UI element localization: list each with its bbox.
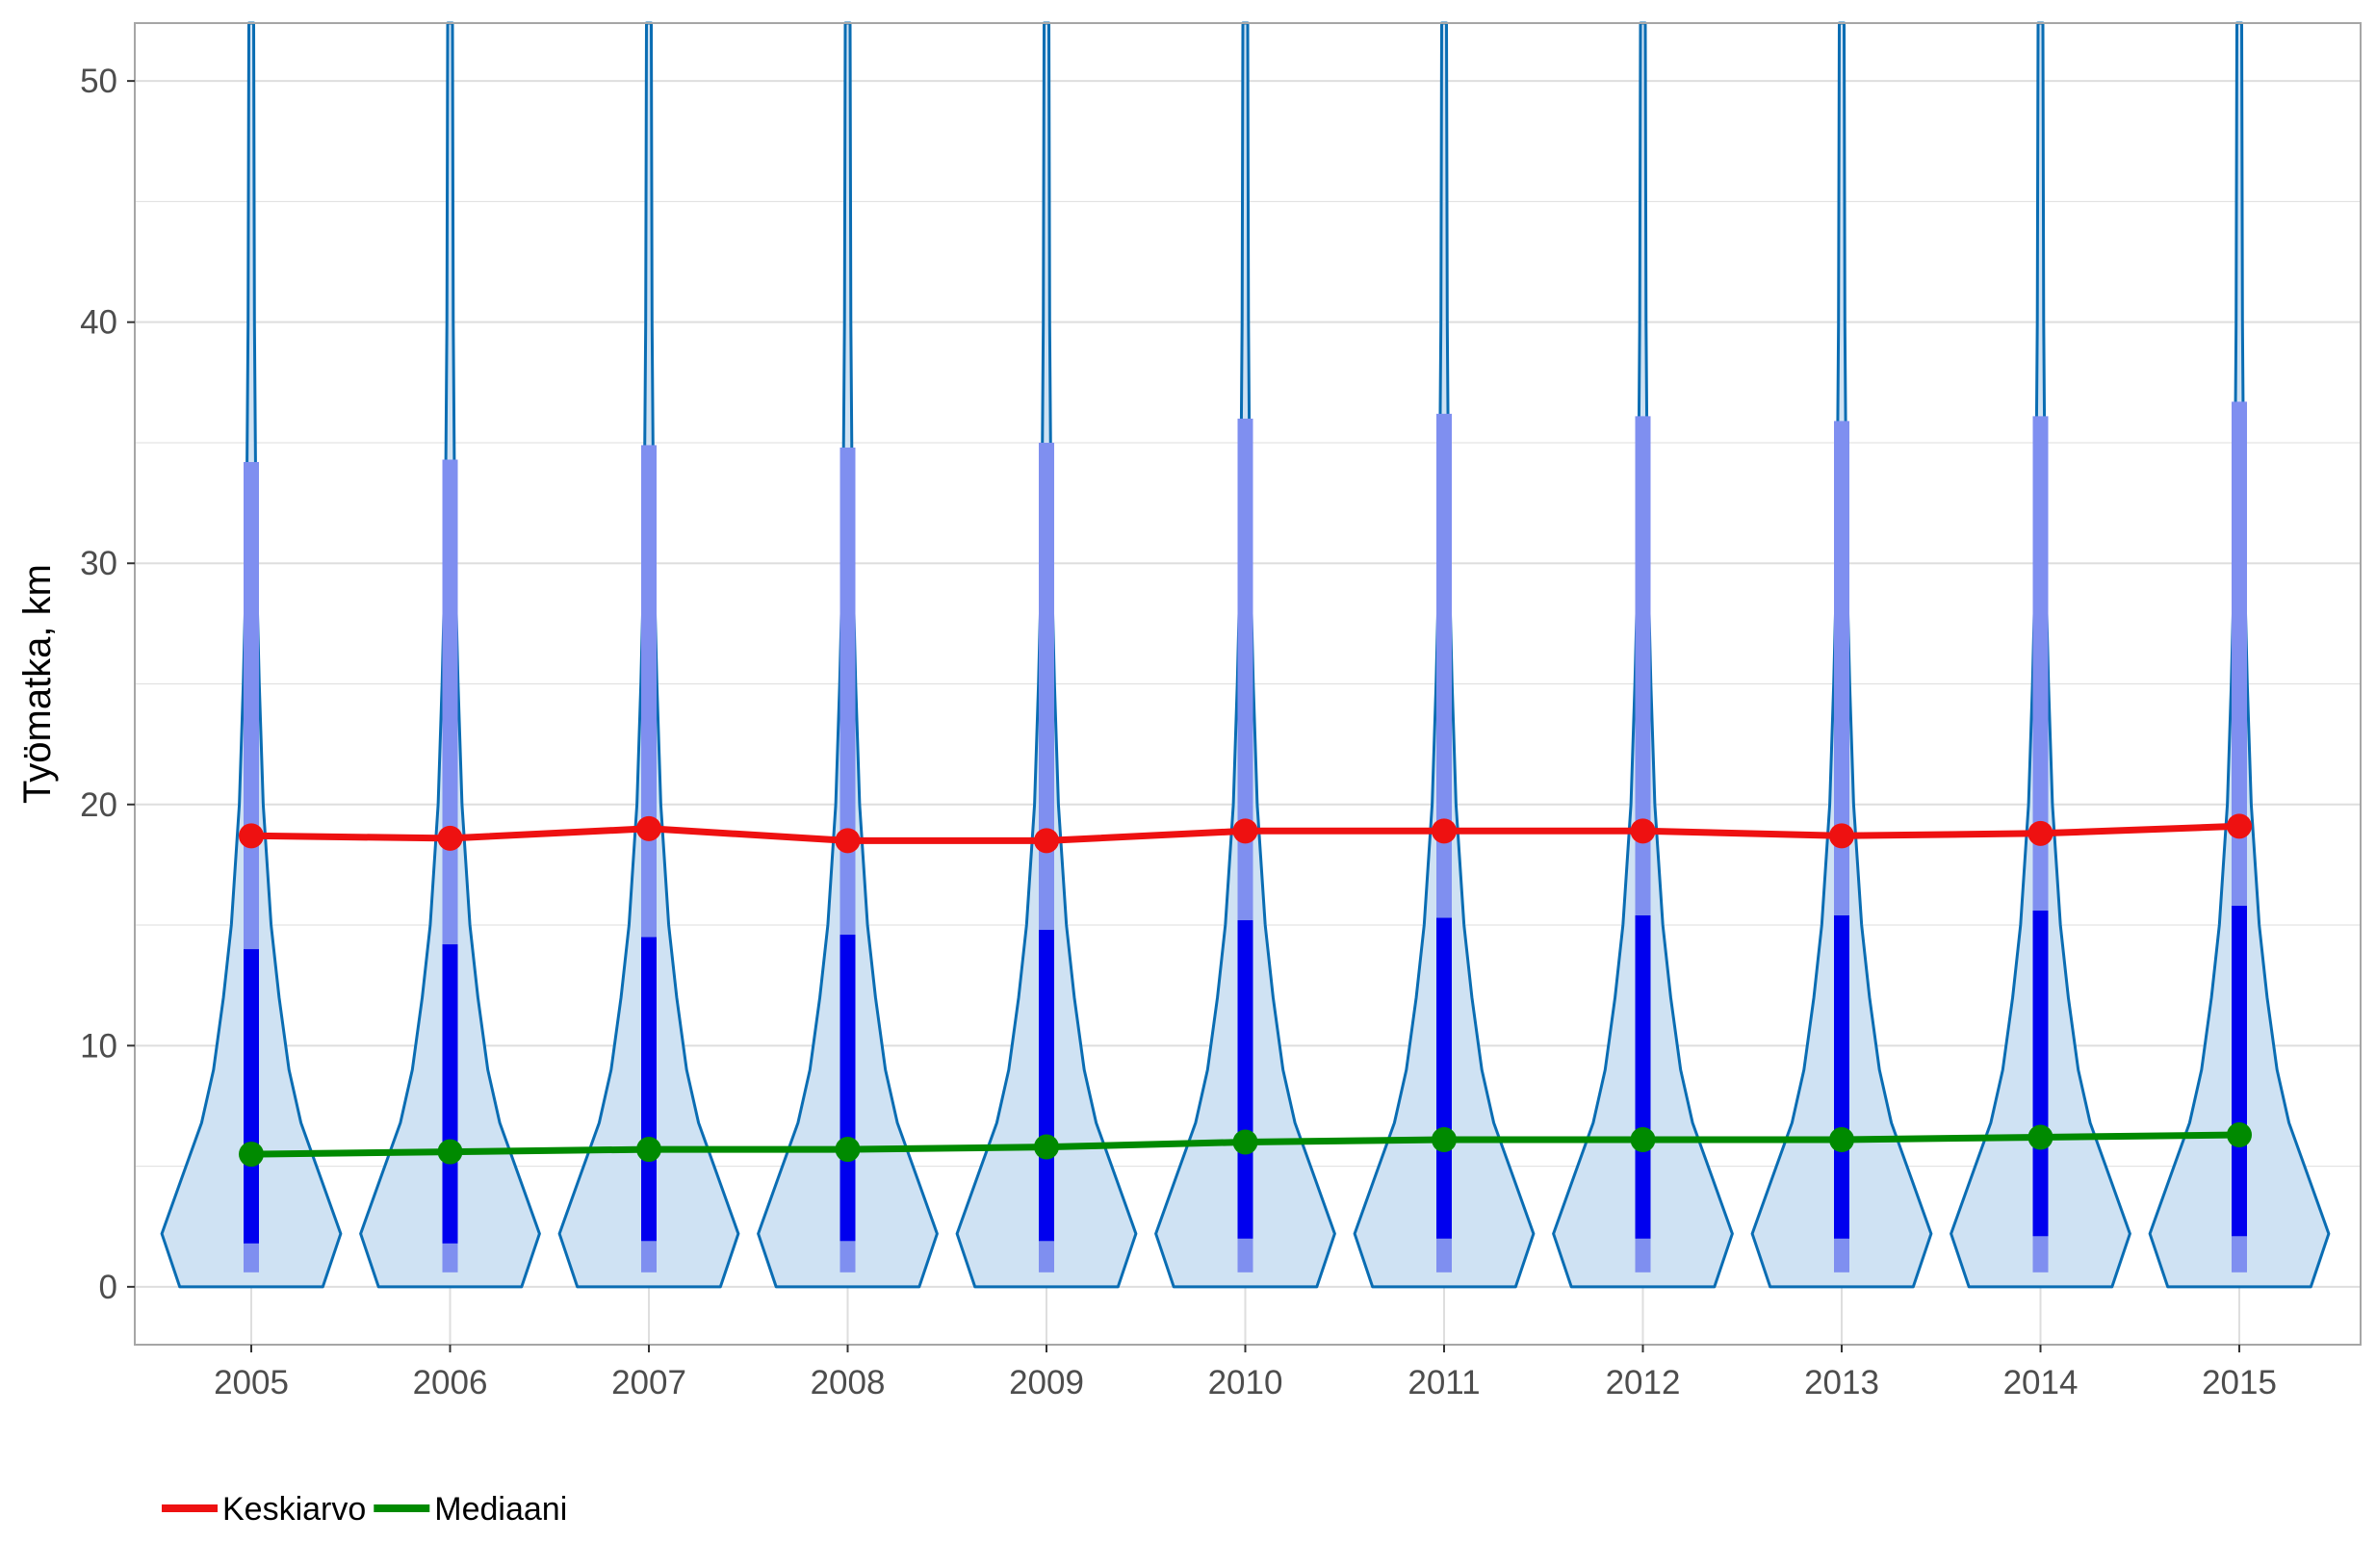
mean-point-2008 xyxy=(835,828,861,854)
violin-2009 xyxy=(955,21,1138,1289)
violin-2006 xyxy=(359,21,541,1289)
legend: Keskiarvo Mediaani xyxy=(162,1491,567,1528)
x-tick-label: 2011 xyxy=(1408,1364,1480,1401)
mean-point-2013 xyxy=(1829,823,1854,849)
y-tick-label: 40 xyxy=(80,304,117,342)
x-tick-labels: 2005 2006 2007 2008 2009 2010 2011 2012 2013 2014… xyxy=(214,1345,2277,1401)
x-tick-label: 2014 xyxy=(2003,1364,2079,1401)
violin-2007 xyxy=(557,21,740,1289)
interquartile-bar xyxy=(839,935,856,1242)
panel-border xyxy=(134,22,2362,1346)
x-tick-label: 2007 xyxy=(611,1364,686,1401)
interquartile-bar xyxy=(1635,915,1651,1239)
y-tick-label: 0 xyxy=(99,1269,117,1306)
interquartile-bar xyxy=(2232,906,2247,1237)
mean-point-2005 xyxy=(239,823,264,849)
median-point-2006 xyxy=(437,1139,463,1165)
mean-point-2006 xyxy=(437,825,463,851)
x-tick-label: 2010 xyxy=(1208,1364,1283,1401)
interquartile-bar xyxy=(1237,920,1253,1239)
interquartile-bar xyxy=(2032,911,2049,1237)
x-tick-label: 2005 xyxy=(214,1364,289,1401)
interquartile-bar xyxy=(442,944,458,1244)
median-point-2011 xyxy=(1432,1127,1457,1153)
y-tick-label: 50 xyxy=(80,63,117,100)
x-tick-label: 2008 xyxy=(811,1364,886,1401)
mean-point-2007 xyxy=(636,815,661,841)
mean-point-2012 xyxy=(1630,818,1656,844)
violin-2015 xyxy=(2148,21,2331,1289)
violin-2005 xyxy=(160,21,343,1289)
y-tick-label: 20 xyxy=(80,786,117,824)
x-tick-label: 2009 xyxy=(1009,1364,1084,1401)
x-tick-label: 2013 xyxy=(1804,1364,1879,1401)
violin-2012 xyxy=(1552,21,1734,1289)
median-point-2010 xyxy=(1232,1129,1258,1155)
median-point-2007 xyxy=(636,1137,661,1163)
y-axis-title: Työmatka, km xyxy=(16,564,59,804)
interquartile-bar xyxy=(1834,915,1849,1239)
mean-legend-label: Keskiarvo xyxy=(222,1491,366,1528)
median-point-2008 xyxy=(835,1137,861,1163)
mean-point-2009 xyxy=(1034,828,1059,854)
median-point-2012 xyxy=(1630,1127,1656,1153)
x-tick-label: 2012 xyxy=(1606,1364,1681,1401)
median-point-2014 xyxy=(2027,1124,2053,1150)
mean-point-2014 xyxy=(2027,820,2053,846)
interquartile-bar xyxy=(1436,917,1452,1239)
mean-point-2010 xyxy=(1232,818,1258,844)
violin-2013 xyxy=(1750,21,1933,1289)
mean-point-2011 xyxy=(1432,818,1457,844)
median-point-2015 xyxy=(2227,1122,2252,1148)
y-tick-label: 10 xyxy=(80,1027,117,1065)
interquartile-bar xyxy=(641,937,657,1242)
violin-layer xyxy=(160,21,2331,1289)
x-tick-label: 2015 xyxy=(2202,1364,2277,1401)
violin-2010 xyxy=(1154,21,1336,1289)
y-tick-labels: 0 10 20 30 40 50 xyxy=(80,63,135,1306)
series-point-layer xyxy=(239,813,2252,1168)
median-legend-label: Mediaani xyxy=(434,1491,567,1528)
interquartile-bar xyxy=(1039,930,1054,1242)
median-point-2009 xyxy=(1034,1134,1059,1160)
median-point-2005 xyxy=(239,1142,264,1168)
violin-2014 xyxy=(1950,21,2131,1289)
interquartile-bar xyxy=(244,949,259,1244)
violin-2011 xyxy=(1353,21,1536,1289)
mean-point-2015 xyxy=(2227,813,2252,839)
x-tick-label: 2006 xyxy=(413,1364,488,1401)
median-point-2013 xyxy=(1829,1127,1854,1153)
violin-2008 xyxy=(757,21,939,1289)
y-tick-label: 30 xyxy=(80,545,117,582)
